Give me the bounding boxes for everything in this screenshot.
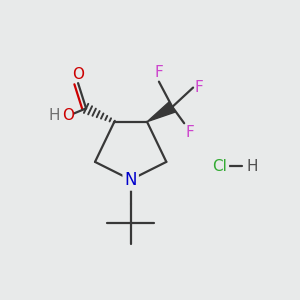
Text: O: O xyxy=(72,67,84,82)
Text: F: F xyxy=(195,80,203,95)
Text: Cl: Cl xyxy=(212,159,227,174)
Text: F: F xyxy=(186,125,194,140)
Text: H: H xyxy=(48,108,60,123)
Text: N: N xyxy=(124,171,137,189)
Text: F: F xyxy=(154,65,163,80)
Text: H: H xyxy=(247,159,258,174)
Text: O: O xyxy=(62,108,74,123)
Polygon shape xyxy=(147,102,175,122)
